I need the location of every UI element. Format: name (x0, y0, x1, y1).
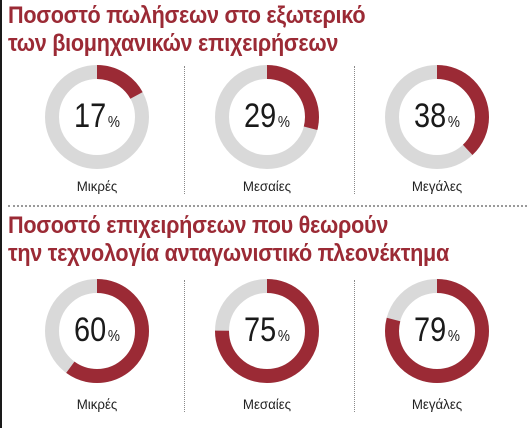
donut-svg (385, 279, 489, 383)
donut-value-unit: % (277, 114, 290, 131)
donut-value: 38% (390, 96, 484, 143)
donut-value-unit: % (107, 328, 120, 345)
donut-value-number: 38 (414, 97, 447, 135)
donut-value-arc (385, 65, 489, 169)
column-separator (354, 280, 355, 412)
panel-title-line-2: των βιομηχανικών επιχειρήσεων (8, 30, 339, 57)
panel-title-line-1: Ποσοστό επιχειρήσεων που θεωρούν (8, 212, 389, 239)
donut-category-label: Μεγάλες (411, 178, 463, 194)
donut-value-number: 75 (244, 311, 277, 349)
panel-title-line-2: την τεχνολογία ανταγωνιστικό πλεονέκτημα (8, 240, 449, 267)
donut-category-label: Μεσαίες (242, 178, 292, 194)
column-separator (184, 280, 185, 412)
panel-title: Ποσοστό επιχειρήσεων που θεωρούν την τεχ… (8, 212, 449, 268)
donut-value-unit: % (447, 328, 460, 345)
donut-chart-medium: 75% Μεσαίες (176, 276, 352, 426)
donut-chart-large: 38% Μεγάλες (346, 62, 522, 208)
donut-svg (45, 65, 149, 169)
panel-title: Ποσοστό πωλήσεων στο εξωτερικό των βιομη… (8, 2, 366, 58)
donut-ring (212, 276, 322, 386)
donut-value-unit: % (277, 328, 290, 345)
donut-chart-small: 60% Μικρές (6, 276, 182, 426)
section-divider (8, 205, 527, 207)
donut-value-arc (45, 279, 149, 383)
technology-advantage-panel: Ποσοστό επιχειρήσεων που θεωρούν την τεχ… (0, 210, 527, 428)
left-frame-line (0, 0, 2, 428)
donut-category-label: Μικρές (76, 178, 118, 194)
donut-value-unit: % (447, 114, 460, 131)
column-separator (184, 66, 185, 194)
donut-value: 60% (50, 310, 144, 357)
donut-svg (215, 279, 319, 383)
donut-category-label: Μεγάλες (411, 396, 463, 412)
donut-value: 75% (220, 310, 314, 357)
donut-value-number: 60 (74, 311, 107, 349)
donut-chart-small: 17% Μικρές (6, 62, 182, 208)
donut-chart-large: 79% Μεγάλες (346, 276, 522, 426)
donut-chart-row: 17% Μικρές 29% Μεσαίες 38% Μεγάλες (0, 62, 527, 208)
donut-ring (212, 62, 322, 172)
donut-category-label: Μεσαίες (242, 396, 292, 412)
donut-value-number: 17 (74, 97, 107, 135)
donut-value-arc (385, 279, 489, 383)
donut-value: 17% (50, 96, 144, 143)
donut-ring (42, 62, 152, 172)
donut-value-arc (215, 65, 319, 169)
donut-ring (382, 62, 492, 172)
panel-title-line-1: Ποσοστό πωλήσεων στο εξωτερικό (8, 2, 366, 29)
donut-value-arc (215, 279, 319, 383)
donut-value-number: 79 (414, 311, 447, 349)
donut-ring (382, 276, 492, 386)
donut-value-arc (45, 65, 149, 169)
donut-value: 79% (390, 310, 484, 357)
donut-category-label: Μικρές (76, 396, 118, 412)
donut-ring (42, 276, 152, 386)
donut-svg (385, 65, 489, 169)
donut-value-number: 29 (244, 97, 277, 135)
donut-value-unit: % (107, 114, 120, 131)
donut-chart-row: 60% Μικρές 75% Μεσαίες 79% Μεγάλες (0, 276, 527, 426)
donut-svg (45, 279, 149, 383)
donut-svg (215, 65, 319, 169)
column-separator (354, 66, 355, 194)
export-sales-panel: Ποσοστό πωλήσεων στο εξωτερικό των βιομη… (0, 0, 527, 208)
donut-chart-medium: 29% Μεσαίες (176, 62, 352, 208)
donut-value: 29% (220, 96, 314, 143)
